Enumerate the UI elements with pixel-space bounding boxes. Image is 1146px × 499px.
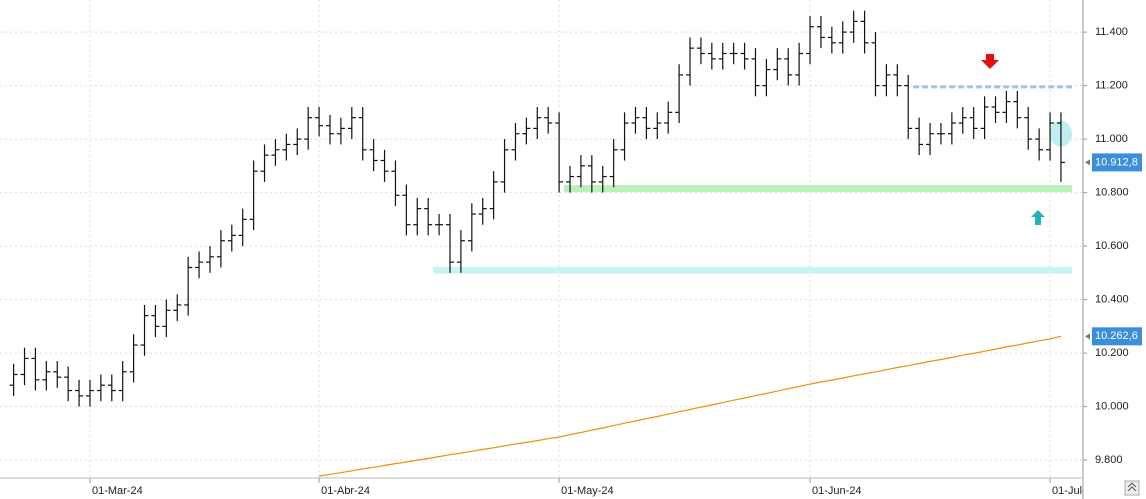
y-tick-label: 10.200 — [1095, 347, 1129, 359]
y-tick-label: 10.400 — [1095, 293, 1129, 305]
x-tick-label: 01-Jun-24 — [812, 485, 862, 497]
price-tag — [1092, 153, 1142, 172]
y-tick-label: 9.800 — [1095, 454, 1123, 466]
sell-arrow — [981, 54, 999, 69]
scale-button[interactable] — [1124, 480, 1140, 496]
x-tick-label: 01-Mar-24 — [92, 485, 143, 497]
x-tick-label: 01-May-24 — [561, 485, 614, 497]
buy-arrow — [1031, 210, 1045, 225]
price-tag-pointer — [1085, 159, 1090, 166]
y-tick-label: 11.400 — [1095, 26, 1128, 38]
price-tag — [1092, 327, 1142, 346]
x-tick-label: 01-Abr-24 — [321, 485, 370, 497]
y-tick-label: 10.000 — [1095, 400, 1129, 412]
plot-area — [0, 0, 1083, 478]
x-tick-label: 01-Jul-24 — [1052, 485, 1098, 497]
moving-average-line — [319, 335, 1062, 477]
y-tick-label: 11.000 — [1095, 133, 1128, 145]
y-tick-label: 11.200 — [1095, 80, 1128, 92]
price-tag-label: 10.262,6 — [1095, 330, 1138, 342]
x-axis-labels: 01-Mar-24 01-Abr-24 01-May-24 01-Jun-24 01-J… — [89, 478, 1098, 497]
y-tick-label: 10.800 — [1095, 186, 1129, 198]
y-tick-label: 10.600 — [1095, 240, 1129, 252]
overlay: 10.912,8 10.262,6 — [1085, 153, 1142, 346]
price-tag-label: 10.912,8 — [1095, 156, 1138, 168]
price-tag-pointer — [1085, 333, 1090, 340]
scale-icon — [1127, 482, 1137, 492]
